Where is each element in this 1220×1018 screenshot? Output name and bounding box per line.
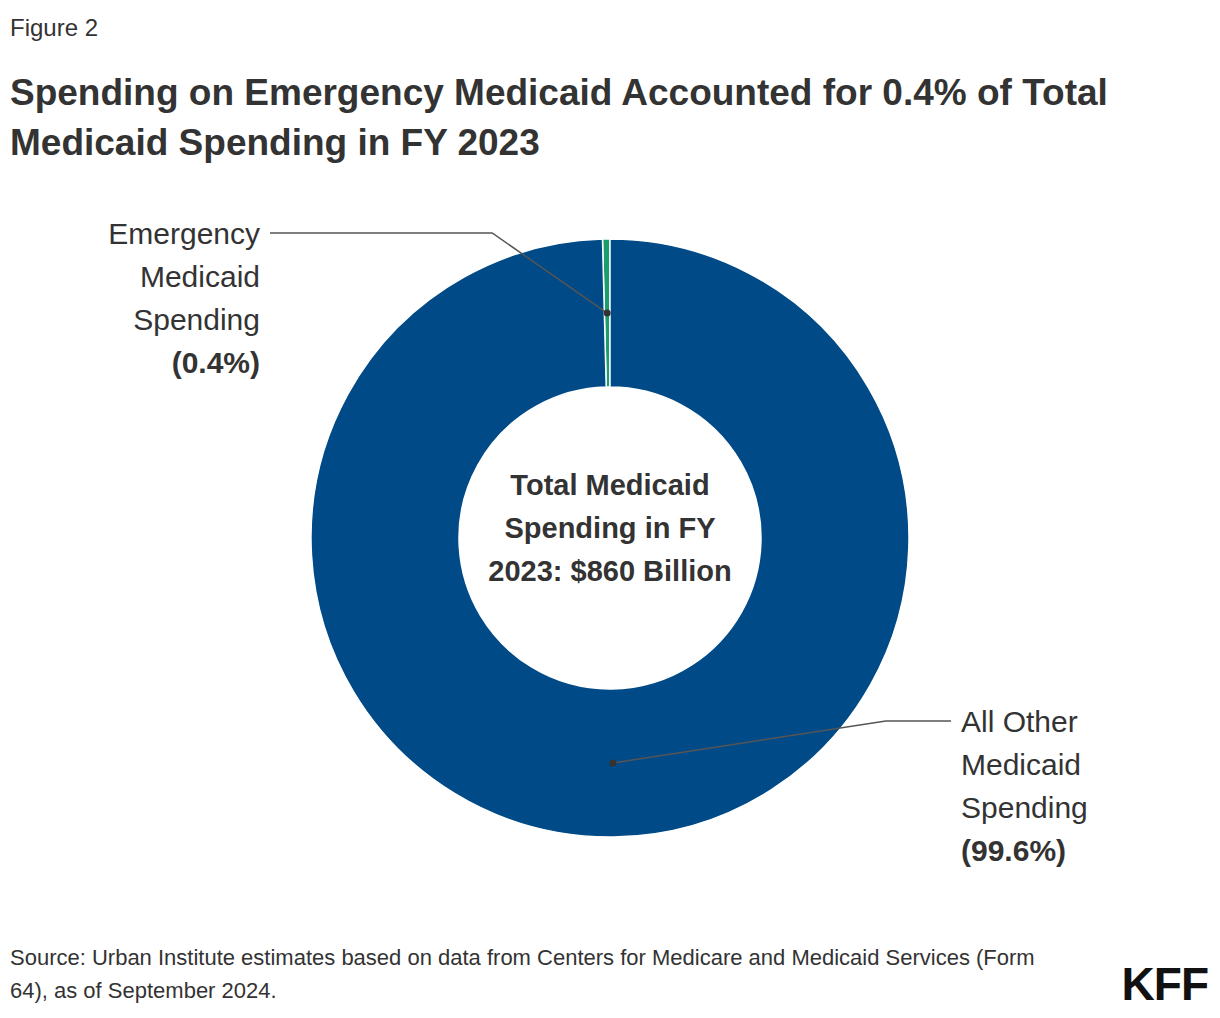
leader-line <box>613 721 951 763</box>
chart: Figure 2 Spending on Emergency Medicaid A… <box>0 0 1220 1018</box>
text-line: Medicaid Spending in FY 2023 <box>10 122 540 163</box>
donut <box>311 239 909 837</box>
center-label: Total Medicaid Spending in FY 2023: $860 B… <box>488 469 731 587</box>
source: Source: Urban Institute estimates based … <box>10 945 1035 1003</box>
text-line: Spending <box>133 303 260 336</box>
text-line: Total Medicaid <box>510 469 709 501</box>
text-line: Spending <box>961 791 1088 824</box>
leader-dot <box>604 310 611 317</box>
text-line: All Other <box>961 705 1078 738</box>
data-label: (99.6%) <box>961 834 1066 867</box>
text-line: Emergency <box>108 217 260 250</box>
title: Spending on Emergency Medicaid Accounted… <box>10 72 1108 163</box>
category-label: All Other Medicaid Spending <box>961 705 1088 824</box>
slice <box>311 239 909 837</box>
text-line: 64), as of September 2024. <box>10 978 277 1003</box>
text-line: Source: Urban Institute estimates based … <box>10 945 1035 970</box>
text-line: 2023: $860 Billion <box>488 555 731 587</box>
text-line: Spending on Emergency Medicaid Accounted… <box>10 72 1108 113</box>
data-label: (0.4%) <box>172 346 260 379</box>
text-line: Spending in FY <box>504 512 715 544</box>
leader-dot <box>609 759 616 766</box>
leader-line <box>270 233 607 313</box>
text-line: Medicaid <box>140 260 260 293</box>
figure-label: Figure 2 <box>10 14 98 41</box>
logo: KFF <box>1122 958 1208 1010</box>
category-label: Emergency Medicaid Spending <box>108 217 260 336</box>
text-line: Medicaid <box>961 748 1081 781</box>
